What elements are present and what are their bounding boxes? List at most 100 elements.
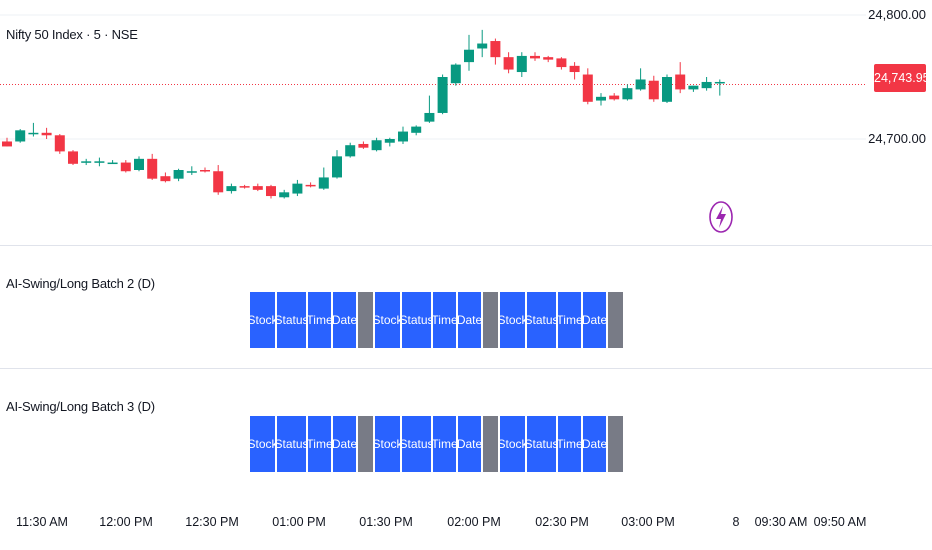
candle bbox=[173, 168, 184, 182]
candle-body bbox=[305, 184, 316, 187]
candle-body bbox=[635, 79, 646, 90]
time-axis-label: 12:30 PM bbox=[185, 515, 239, 529]
candle bbox=[622, 84, 633, 101]
candle bbox=[120, 160, 131, 173]
candle bbox=[160, 172, 171, 183]
candle-body bbox=[371, 140, 382, 151]
candle-body bbox=[609, 95, 620, 100]
candle bbox=[477, 29, 488, 58]
candle-body bbox=[477, 43, 488, 49]
candle bbox=[54, 134, 65, 154]
candle bbox=[635, 68, 646, 91]
candle-body bbox=[279, 192, 290, 198]
lightning-bolt-icon[interactable] bbox=[708, 200, 734, 234]
batch-2-cell-date: Date bbox=[333, 292, 356, 348]
candle-body bbox=[186, 171, 197, 173]
candle bbox=[200, 167, 210, 173]
candle-body bbox=[543, 57, 554, 60]
time-axis-label: 02:00 PM bbox=[447, 515, 501, 529]
candle bbox=[424, 95, 435, 123]
candle-body bbox=[358, 143, 369, 148]
candle-body bbox=[490, 41, 501, 58]
candle-body bbox=[516, 55, 527, 73]
candle bbox=[371, 137, 382, 152]
batch-3-separator bbox=[358, 416, 373, 472]
batch-2-cell-date: Date bbox=[458, 292, 481, 348]
candle bbox=[530, 52, 540, 61]
batch-3-cell-time: Time bbox=[433, 416, 456, 472]
candle bbox=[147, 153, 158, 180]
candle-body bbox=[582, 74, 593, 102]
candle bbox=[582, 68, 593, 105]
candle bbox=[28, 122, 39, 137]
candle bbox=[279, 189, 290, 199]
candle bbox=[318, 167, 329, 190]
batch-3-cell-time: Time bbox=[558, 416, 581, 472]
pane-title-batch-2[interactable]: AI-Swing/Long Batch 2 (D) bbox=[6, 276, 155, 291]
candle-body bbox=[120, 162, 131, 172]
candle-body bbox=[200, 170, 210, 172]
candle bbox=[81, 158, 92, 166]
last-price-badge: 24,743.95 bbox=[874, 64, 930, 92]
candle-body bbox=[675, 74, 686, 90]
candle bbox=[15, 129, 26, 143]
batch-3-cell-date: Date bbox=[458, 416, 481, 472]
candle-body bbox=[94, 161, 105, 163]
candle-body bbox=[173, 170, 184, 179]
batch-3-separator bbox=[608, 416, 623, 472]
candle-body bbox=[147, 158, 158, 179]
candle-body bbox=[437, 77, 448, 113]
candle-body bbox=[398, 131, 408, 142]
time-axis-label: 09:50 AM bbox=[813, 515, 867, 529]
batch-3-cell-status: Status bbox=[527, 416, 556, 472]
candle-body bbox=[345, 145, 356, 157]
batch-2-cell-stock: Stock bbox=[500, 292, 525, 348]
time-axis-label: 01:00 PM bbox=[272, 515, 326, 529]
candle-body bbox=[332, 156, 342, 178]
candle-body bbox=[503, 57, 514, 70]
candle bbox=[292, 179, 303, 197]
batch-3-cell-status: Status bbox=[402, 416, 431, 472]
batch-3-table: Stock Status Time Date Stock Status Time… bbox=[250, 416, 625, 472]
candle-body bbox=[714, 81, 725, 84]
pane-title-batch-3[interactable]: AI-Swing/Long Batch 3 (D) bbox=[6, 399, 155, 414]
time-axis-label: 12:00 PM bbox=[99, 515, 153, 529]
candle bbox=[437, 74, 448, 115]
batch-3-separator bbox=[483, 416, 498, 472]
candle bbox=[675, 62, 686, 94]
candle bbox=[252, 183, 263, 192]
candle-body bbox=[530, 55, 540, 59]
candle bbox=[714, 79, 725, 96]
batch-2-separator bbox=[608, 292, 623, 348]
candle bbox=[68, 150, 78, 166]
batch-3-cell-stock: Stock bbox=[500, 416, 525, 472]
pane-divider-2[interactable] bbox=[0, 368, 932, 369]
candle-body bbox=[2, 141, 12, 147]
price-axis-label-24800: 24,800.00 bbox=[868, 7, 926, 22]
candle-body bbox=[266, 186, 276, 197]
candle-body bbox=[41, 132, 52, 136]
candle bbox=[450, 63, 461, 86]
pane-divider-1[interactable] bbox=[0, 245, 932, 246]
candle bbox=[239, 184, 250, 189]
candle-body bbox=[213, 171, 224, 193]
candle bbox=[332, 150, 342, 179]
candle bbox=[398, 126, 408, 144]
symbol-title[interactable]: Nifty 50 Index · 5 · NSE bbox=[6, 27, 138, 42]
candle bbox=[648, 75, 659, 102]
candlestick-chart[interactable] bbox=[0, 0, 932, 246]
time-axis-label: 09:30 AM bbox=[754, 515, 808, 529]
batch-2-table: Stock Status Time Date Stock Status Time… bbox=[250, 292, 625, 348]
candle bbox=[543, 55, 554, 63]
time-axis-label: 8 bbox=[732, 515, 740, 529]
candle bbox=[662, 74, 672, 104]
candle bbox=[186, 166, 197, 175]
candle-body bbox=[54, 135, 65, 152]
candle bbox=[107, 160, 118, 165]
candle-body bbox=[15, 130, 26, 142]
candle bbox=[41, 127, 52, 139]
candle bbox=[569, 62, 580, 80]
candle-body bbox=[292, 183, 303, 194]
time-axis-label: 02:30 PM bbox=[535, 515, 589, 529]
candle-body bbox=[556, 58, 567, 68]
